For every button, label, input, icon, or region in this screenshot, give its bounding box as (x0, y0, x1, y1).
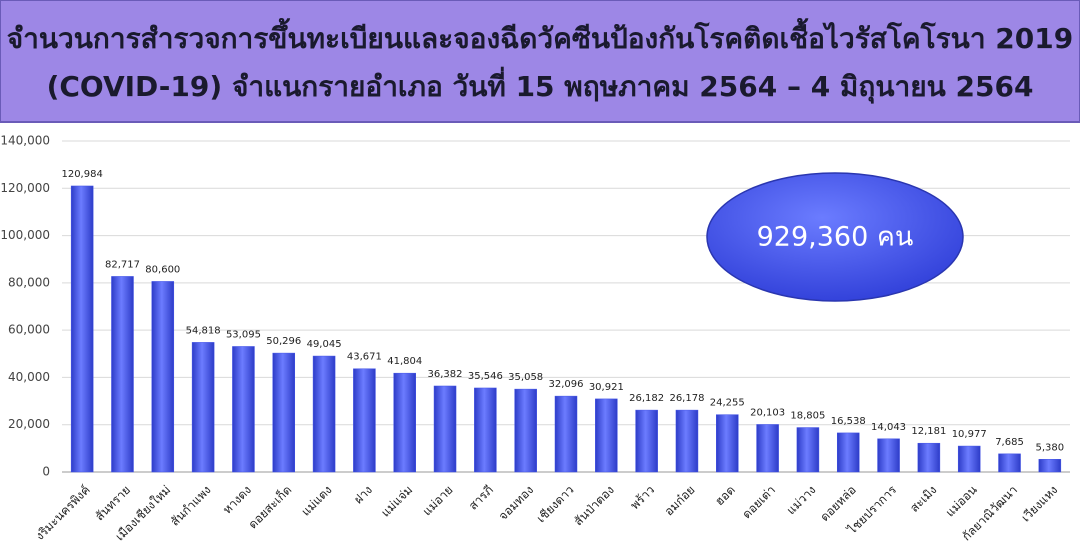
bar (474, 387, 497, 473)
y-tick-label: 80,000 (8, 275, 50, 289)
bar (554, 395, 578, 473)
x-tick-label: อมก๋อย (662, 483, 698, 519)
total-bubble (706, 172, 964, 302)
bar (1038, 459, 1062, 473)
x-tick-label: แม่แตง (299, 483, 335, 519)
bar (111, 276, 134, 473)
x-tick-label: เวียงแหง (1019, 483, 1061, 525)
bar (191, 342, 215, 473)
bar (595, 398, 618, 473)
value-label: 82,717 (105, 259, 140, 270)
bar (151, 281, 175, 473)
y-tick-label: 120,000 (0, 181, 50, 195)
annotation: 929,360 คน (757, 222, 914, 253)
value-label: 30,921 (589, 382, 624, 393)
value-label: 14,043 (871, 422, 906, 433)
bar (232, 346, 255, 473)
header-band (0, 0, 1080, 123)
value-label: 18,805 (790, 411, 825, 422)
value-label: 26,178 (669, 393, 704, 404)
value-label: 5,380 (1036, 442, 1065, 453)
value-label: 49,045 (307, 339, 342, 350)
bar (756, 424, 779, 473)
value-label: 120,984 (61, 169, 102, 180)
x-tick-label: แม่ออน (943, 483, 980, 520)
bar (877, 438, 900, 473)
bar (433, 385, 457, 473)
value-label: 10,977 (952, 429, 987, 440)
x-tick-label: จอมทอง (496, 483, 536, 523)
x-tick-label: งริมะนครพิงค์ (33, 483, 93, 543)
title-line: (COVID-19) จำแนกรายอำเภอ วันที่ 15 พฤษภา… (47, 66, 1034, 104)
value-label: 32,096 (549, 379, 584, 390)
x-tick-label: พร้าว (628, 483, 658, 513)
value-label: 24,255 (710, 398, 745, 409)
value-label: 54,818 (186, 325, 221, 336)
y-tick-label: 0 (42, 465, 50, 479)
bar (675, 409, 699, 473)
value-label: 16,538 (831, 416, 866, 427)
value-label: 43,671 (347, 352, 382, 363)
bar (917, 442, 941, 473)
x-tick-label: แม่อาย (420, 483, 456, 519)
bar (272, 352, 296, 473)
x-tick-label: แม่แจ่ม (378, 483, 415, 520)
bar (836, 432, 860, 473)
value-label: 35,546 (468, 371, 503, 382)
x-tick-label: สันป่าตอง (571, 483, 617, 529)
x-tick-label: ดอยเต่า (740, 483, 779, 522)
x-tick-label: สันกำแพง (168, 483, 214, 529)
bar (353, 368, 376, 473)
value-label: 7,685 (995, 437, 1024, 448)
x-tick-label: ดอยสะเก็ด (245, 482, 294, 531)
bar (514, 388, 537, 473)
bar (635, 409, 658, 473)
value-label: 35,058 (508, 372, 543, 383)
bar (312, 355, 336, 473)
value-label: 80,600 (145, 264, 180, 275)
x-tick-label: หางดง (220, 483, 254, 517)
x-tick-label: สารภี (466, 483, 496, 513)
bar (957, 445, 981, 473)
x-tick-label: สันทราย (92, 483, 133, 524)
value-label: 41,804 (387, 356, 422, 367)
value-label: 20,103 (750, 407, 785, 418)
title-line: จำนวนการสำรวจการขึ้นทะเบียนและจองฉีดวัคซ… (7, 17, 1073, 55)
value-label: 12,181 (911, 426, 946, 437)
value-label: 50,296 (266, 336, 301, 347)
bar (716, 414, 739, 473)
bar (796, 427, 820, 473)
value-label: 53,095 (226, 329, 261, 340)
x-tick-label: ดอยหล่อ (817, 483, 858, 524)
y-tick-label: 20,000 (8, 417, 50, 431)
x-tick-label: ฮอด (712, 483, 738, 509)
y-tick-label: 60,000 (8, 323, 50, 337)
x-tick-label: แม่วาง (784, 483, 819, 518)
bar (998, 453, 1021, 473)
bar (393, 372, 416, 473)
y-tick-label: 140,000 (0, 134, 50, 148)
value-label: 26,182 (629, 393, 664, 404)
y-tick-label: 100,000 (0, 228, 50, 242)
bar (70, 185, 94, 473)
x-tick-label: สะเมิง (907, 483, 939, 515)
value-label: 36,382 (428, 369, 463, 380)
y-tick-label: 40,000 (8, 370, 50, 384)
x-tick-label: ฝาง (351, 483, 375, 507)
